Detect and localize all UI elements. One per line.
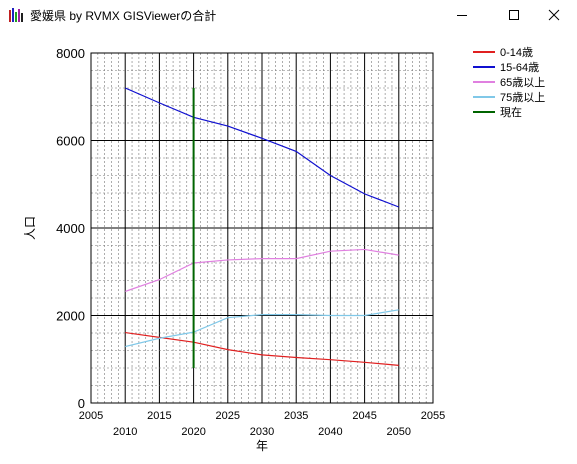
series-line bbox=[125, 248, 399, 293]
axis-ticks: 2005 2010 2015 2020 2025 2030 2035 2040 2045 2050… bbox=[56, 46, 445, 438]
x-tick-label: 2015 bbox=[147, 410, 171, 422]
legend-label: 15-64歳 bbox=[500, 61, 539, 74]
x-tick-label: 2030 bbox=[250, 426, 274, 438]
title-bar: 愛媛県 by RVMX GISViewerの合計 bbox=[0, 0, 577, 30]
minimize-button[interactable] bbox=[439, 0, 485, 30]
x-tick-label: 2010 bbox=[113, 426, 137, 438]
y-tick-label: 2000 bbox=[56, 309, 85, 324]
chart-grid bbox=[90, 52, 434, 404]
app-icon bbox=[9, 8, 23, 22]
x-tick-label: 2005 bbox=[79, 410, 103, 422]
x-tick-label: 2050 bbox=[387, 426, 411, 438]
x-axis-title: 年 bbox=[256, 439, 268, 453]
legend-label: 0-14歳 bbox=[500, 46, 533, 59]
minimize-icon bbox=[457, 15, 467, 16]
x-tick-label: 2055 bbox=[421, 410, 445, 422]
x-tick-label: 2040 bbox=[318, 426, 342, 438]
y-tick-label: 8000 bbox=[56, 46, 85, 61]
maximize-icon bbox=[509, 10, 519, 20]
x-tick-label: 2045 bbox=[352, 410, 376, 422]
close-icon bbox=[548, 9, 560, 21]
legend-label: 現在 bbox=[500, 106, 522, 119]
y-tick-label: 4000 bbox=[56, 221, 85, 236]
legend-label: 65歳以上 bbox=[500, 76, 545, 89]
close-button[interactable] bbox=[531, 0, 577, 30]
x-tick-label: 2020 bbox=[181, 426, 205, 438]
window-title: 愛媛県 by RVMX GISViewerの合計 bbox=[30, 9, 217, 23]
maximize-button[interactable] bbox=[491, 0, 537, 30]
series-line bbox=[124, 87, 400, 208]
series-line bbox=[125, 309, 399, 348]
x-tick-label: 2025 bbox=[216, 410, 240, 422]
plot-area-frame bbox=[90, 52, 434, 404]
y-axis-title: 人口 bbox=[23, 216, 37, 240]
series-line bbox=[125, 331, 399, 366]
y-tick-label: 0 bbox=[78, 396, 85, 411]
x-tick-label: 2035 bbox=[284, 410, 308, 422]
line-chart: 2005 2010 2015 2020 2025 2030 2035 2040 2045 2050… bbox=[23, 46, 545, 453]
series-lines bbox=[124, 87, 400, 368]
y-tick-label: 6000 bbox=[56, 134, 85, 149]
legend-label: 75歳以上 bbox=[500, 91, 545, 104]
